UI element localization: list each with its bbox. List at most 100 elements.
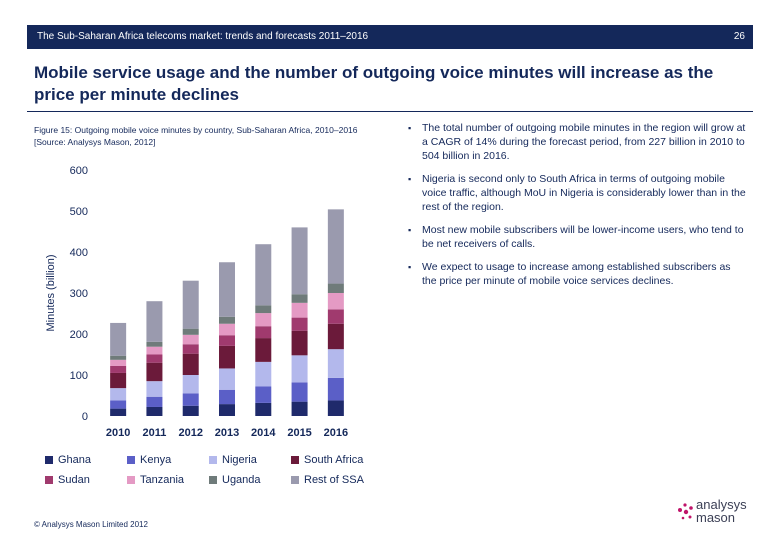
bar-segment-tanzania xyxy=(219,323,235,336)
bar-segment-uganda xyxy=(146,341,163,347)
legend-item: Sudan xyxy=(45,473,90,487)
bar-segment-south-africa xyxy=(146,362,163,382)
y-tick-label: 500 xyxy=(70,206,88,218)
bullet-text: The total number of outgoing mobile minu… xyxy=(422,122,746,162)
bar-segment-tanzania xyxy=(146,346,163,355)
y-tick-label: 300 xyxy=(70,288,88,300)
bar-segment-tanzania xyxy=(291,302,308,318)
bar-segment-tanzania xyxy=(182,334,199,345)
legend-label: Sudan xyxy=(58,474,90,486)
copyright-footer: © Analysys Mason Limited 2012 xyxy=(34,520,148,529)
bar-segment-kenya xyxy=(255,386,272,403)
bar-segment-sudan xyxy=(255,326,272,339)
bar-segment-south-africa xyxy=(327,323,344,350)
legend-item: Kenya xyxy=(127,453,171,467)
bullet-marker-icon: ▪ xyxy=(408,262,412,272)
legend-item: Ghana xyxy=(45,453,91,467)
bullet-item: ▪ We expect to usage to increase among es… xyxy=(408,260,746,288)
bar-segment-uganda xyxy=(255,305,272,314)
bar-segment-kenya xyxy=(182,393,199,406)
legend-swatch xyxy=(45,456,53,465)
bar-segment-nigeria xyxy=(110,388,127,401)
figure-caption: Figure 15: Outgoing mobile voice minutes… xyxy=(34,125,358,147)
page-number: 26 xyxy=(733,31,745,42)
bar-segment-uganda xyxy=(291,294,308,303)
legend-item: Nigeria xyxy=(209,453,257,467)
legend-item: Rest of SSA xyxy=(291,473,364,487)
legend-label: Rest of SSA xyxy=(304,474,364,486)
bar-segment-south-africa xyxy=(255,338,272,362)
bar-segment-kenya xyxy=(327,377,344,401)
bar-segment-tanzania xyxy=(110,359,127,366)
legend-item: South Africa xyxy=(291,453,363,467)
bar-segment-south-africa xyxy=(291,330,308,356)
bar-segment-ghana xyxy=(255,402,272,416)
legend-label: South Africa xyxy=(304,454,364,466)
bar-segment-uganda xyxy=(110,355,127,360)
legend-label: Tanzania xyxy=(140,474,185,486)
bar-segment-kenya xyxy=(219,389,235,405)
bar-segment-rest-of-ssa xyxy=(255,244,272,306)
bar-segment-nigeria xyxy=(219,368,235,390)
bar-segment-rest-of-ssa xyxy=(146,301,163,342)
y-axis-label: Minutes (billion) xyxy=(45,254,57,331)
bullet-text: Nigeria is second only to South Africa i… xyxy=(422,173,746,213)
legend-swatch xyxy=(291,456,299,465)
bar-segment-sudan xyxy=(219,335,235,346)
page-heading: Mobile service usage and the number of o… xyxy=(34,63,714,104)
bar-segment-sudan xyxy=(327,309,344,324)
x-tick-label: 2014 xyxy=(251,427,276,439)
bar-segment-nigeria xyxy=(255,361,272,387)
legend-item: Tanzania xyxy=(127,473,184,487)
bar-segment-kenya xyxy=(291,382,308,402)
legend-swatch xyxy=(291,476,299,485)
legend-label: Kenya xyxy=(140,454,172,466)
y-tick-label: 100 xyxy=(70,370,88,382)
legend-label: Ghana xyxy=(58,454,92,466)
bullet-marker-icon: ▪ xyxy=(408,225,412,235)
analysys-mason-logo xyxy=(678,503,693,520)
x-tick-label: 2012 xyxy=(178,427,202,439)
bullet-list: ▪ The total number of outgoing mobile min… xyxy=(408,121,746,297)
bar-segment-rest-of-ssa xyxy=(110,322,127,356)
bar-segment-rest-of-ssa xyxy=(327,209,344,284)
bar-segment-uganda xyxy=(327,283,344,293)
bullet-marker-icon: ▪ xyxy=(408,174,412,184)
bar-segment-kenya xyxy=(146,396,163,407)
stacked-bar-chart: Minutes (billion) 0 100 200 300 400 500 600 2010… xyxy=(45,165,348,439)
bullet-item: ▪ Nigeria is second only to South Africa … xyxy=(408,172,746,214)
bar-segment-sudan xyxy=(110,365,127,373)
x-tick-label: 2010 xyxy=(106,427,130,439)
bar-segment-sudan xyxy=(146,354,163,363)
bar-segment-tanzania xyxy=(327,293,344,310)
bar-segment-uganda xyxy=(182,328,199,335)
bullet-marker-icon: ▪ xyxy=(408,123,412,133)
bullet-text: Most new mobile subscribers will be lowe… xyxy=(422,224,744,250)
y-tick-label: 0 xyxy=(82,411,88,423)
bar-segment-ghana xyxy=(182,405,199,416)
logo-wordmark: analysys mason xyxy=(696,497,747,525)
bar-segment-nigeria xyxy=(182,375,199,394)
bullet-item: ▪ Most new mobile subscribers will be low… xyxy=(408,223,746,251)
divider xyxy=(27,111,753,112)
bar-segment-south-africa xyxy=(182,353,199,375)
x-tick-label: 2011 xyxy=(142,427,166,439)
bar-segment-south-africa xyxy=(110,372,127,389)
bar-segment-tanzania xyxy=(255,313,272,327)
bar-segment-nigeria xyxy=(327,349,344,378)
bar-segment-ghana xyxy=(219,404,235,416)
bar-segment-sudan xyxy=(182,344,199,354)
bar-segment-ghana xyxy=(110,408,127,416)
bar-segment-rest-of-ssa xyxy=(291,227,308,295)
bullet-item: ▪ The total number of outgoing mobile min… xyxy=(408,121,746,163)
report-title: The Sub-Saharan Africa telecoms market: … xyxy=(37,31,369,42)
legend-item: Uganda xyxy=(209,473,261,487)
bar-segment-ghana xyxy=(327,400,344,416)
bar-segment-ghana xyxy=(291,401,308,416)
legend-swatch xyxy=(209,456,217,465)
bar-segment-rest-of-ssa xyxy=(182,280,199,329)
bar-segment-ghana xyxy=(146,406,163,416)
y-tick-label: 200 xyxy=(70,329,88,341)
bar-segment-uganda xyxy=(219,316,235,324)
x-tick-label: 2013 xyxy=(215,427,239,439)
